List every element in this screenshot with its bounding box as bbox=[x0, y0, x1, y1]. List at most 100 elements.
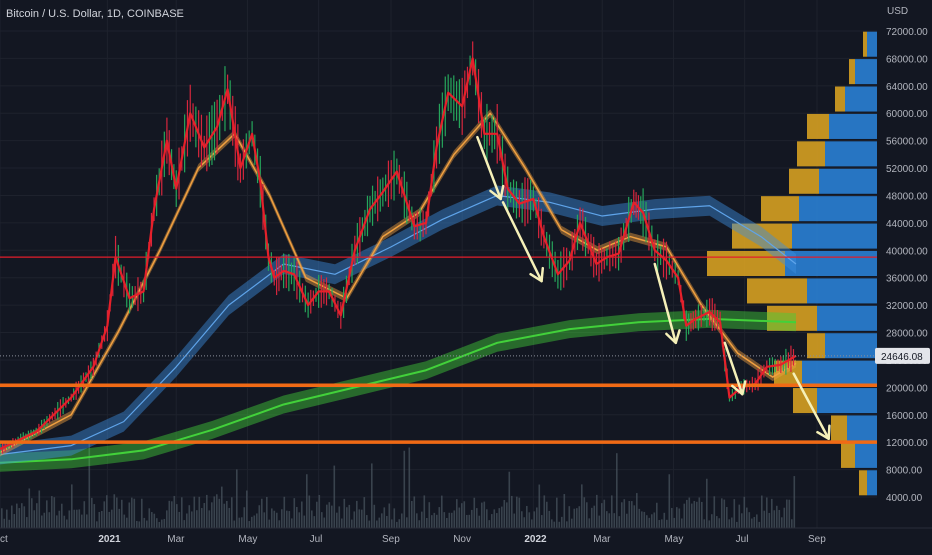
volume-bar bbox=[38, 490, 41, 528]
volume-bar bbox=[471, 509, 473, 528]
volume-bar bbox=[53, 497, 56, 528]
volume-bar bbox=[203, 503, 206, 528]
volume-bar bbox=[406, 517, 408, 528]
volume-bar bbox=[456, 499, 458, 528]
y-tick-label: 48000.00 bbox=[886, 191, 928, 202]
volume-bar bbox=[603, 499, 606, 528]
volume-bar bbox=[116, 497, 118, 528]
volume-bar bbox=[241, 517, 243, 528]
volume-bar bbox=[371, 463, 373, 528]
volume-bar bbox=[333, 465, 336, 528]
volume-bar bbox=[388, 503, 391, 528]
volume-bar bbox=[323, 517, 326, 528]
volume-bar bbox=[596, 494, 598, 528]
volume-bar bbox=[321, 512, 323, 528]
volume-bar bbox=[118, 508, 121, 528]
y-tick-label: 8000.00 bbox=[886, 466, 923, 477]
volume-bar bbox=[413, 496, 416, 528]
volume-bar bbox=[311, 510, 313, 528]
volume-bar bbox=[48, 512, 51, 528]
volume-bar bbox=[378, 517, 381, 528]
volume-bar bbox=[353, 511, 356, 528]
volume-bar bbox=[306, 474, 308, 528]
volume-bar bbox=[11, 505, 13, 528]
volume-bar bbox=[58, 510, 61, 528]
volume-bar bbox=[501, 506, 503, 528]
volume-bar bbox=[253, 515, 256, 528]
volume-bar bbox=[336, 512, 338, 528]
volume-bar bbox=[658, 520, 661, 528]
volume-bar bbox=[276, 512, 278, 528]
volume-bar bbox=[41, 515, 43, 528]
volume-bar bbox=[601, 503, 603, 528]
volume-bar bbox=[358, 509, 361, 528]
volume-bar bbox=[546, 501, 548, 528]
volume-bar bbox=[563, 494, 566, 528]
volume-bar bbox=[638, 508, 641, 528]
volume-bar bbox=[793, 476, 796, 528]
volume-bar bbox=[153, 513, 156, 528]
volume-bar bbox=[248, 521, 251, 528]
x-tick-label: 2022 bbox=[524, 534, 547, 545]
volume-bar bbox=[183, 520, 186, 528]
volume-bar bbox=[211, 502, 213, 528]
volume-bar bbox=[411, 500, 413, 528]
volume-bar bbox=[261, 498, 263, 528]
volume-bar bbox=[461, 503, 463, 528]
price-axis-background bbox=[877, 0, 932, 528]
volume-bar bbox=[18, 508, 21, 528]
currency-label: USD bbox=[887, 6, 909, 17]
volume-bar bbox=[616, 453, 618, 528]
volume-bar bbox=[348, 504, 351, 528]
volume-bar bbox=[26, 517, 28, 528]
volume-bar bbox=[381, 513, 383, 528]
volume-bar bbox=[56, 515, 58, 528]
volume-bar bbox=[158, 521, 161, 528]
volume-bar bbox=[698, 497, 701, 528]
annotation-arrow bbox=[501, 201, 543, 283]
ma-slow-line bbox=[0, 317, 797, 464]
volume-bar bbox=[521, 511, 523, 528]
volume-bar bbox=[246, 490, 248, 528]
volume-bar bbox=[426, 517, 428, 528]
volume-bar bbox=[731, 517, 733, 528]
volume-bar bbox=[266, 496, 268, 528]
volume-bar bbox=[568, 506, 571, 528]
volume-bar bbox=[16, 503, 18, 528]
volume-bar bbox=[723, 499, 726, 528]
volume-bar bbox=[741, 513, 743, 528]
volume-bar bbox=[111, 509, 113, 528]
volume-bar bbox=[101, 510, 103, 528]
x-tick-label: May bbox=[238, 534, 257, 545]
volume-bar bbox=[753, 516, 756, 528]
volume-bar bbox=[781, 517, 783, 528]
volume-profile-bar-up bbox=[785, 250, 877, 277]
volume-profile-bar-up bbox=[799, 196, 877, 222]
volume-bar bbox=[493, 509, 496, 528]
volume-bar bbox=[561, 516, 563, 528]
volume-bar bbox=[218, 498, 221, 528]
volume-bar bbox=[506, 502, 508, 528]
volume-bar bbox=[133, 498, 136, 528]
volume-bar bbox=[251, 516, 253, 528]
volume-bar bbox=[666, 519, 668, 528]
volume-bar bbox=[766, 497, 768, 528]
volume-profile-bar-down bbox=[841, 442, 855, 468]
volume-bar bbox=[653, 512, 656, 528]
volume-profile-bar-up bbox=[829, 113, 877, 139]
volume-bar bbox=[121, 499, 123, 528]
volume-bar bbox=[476, 508, 478, 528]
volume-bar bbox=[453, 510, 456, 528]
volume-bar bbox=[31, 498, 33, 528]
volume-bar bbox=[641, 511, 643, 528]
volume-profile-bar-down bbox=[797, 141, 825, 167]
x-tick-label: Mar bbox=[167, 534, 185, 545]
volume-bar bbox=[608, 513, 611, 528]
volume-bar bbox=[148, 508, 151, 528]
volume-bar bbox=[551, 519, 553, 528]
volume-bar bbox=[466, 514, 468, 528]
y-tick-label: 32000.00 bbox=[886, 301, 928, 312]
volume-profile-bar-down bbox=[807, 333, 825, 359]
